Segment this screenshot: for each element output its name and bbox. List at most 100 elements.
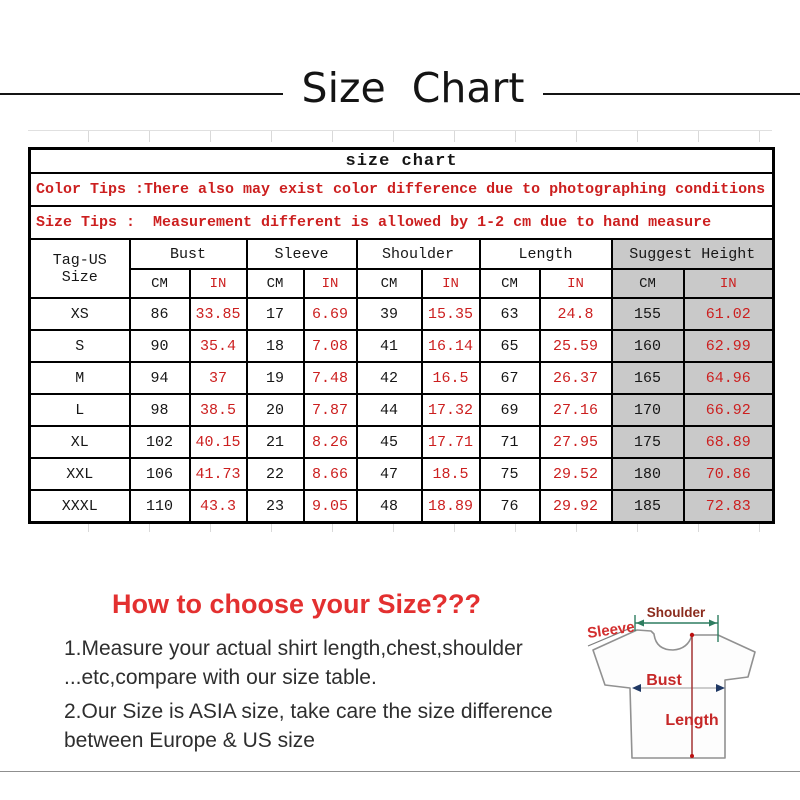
size-chart-table: size chart Color Tips :There also may ex… [28, 147, 776, 524]
group-header-sleeve: Sleeve [245, 238, 358, 270]
cm-value-cell: 76 [478, 489, 541, 524]
tag-size-cell: M [28, 361, 131, 395]
cm-value-cell: 67 [478, 361, 541, 395]
cm-value-cell: 175 [610, 425, 685, 459]
sleeve-measure-line [587, 626, 634, 647]
in-value-cell: 16.14 [420, 329, 481, 363]
cm-value-cell: 106 [128, 457, 191, 491]
cm-value-cell: 42 [355, 361, 423, 395]
size-row: XL 102 40.15 21 8.26 45 17.71 71 27.95 175 68.89 [28, 425, 775, 459]
cm-value-cell: 48 [355, 489, 423, 524]
table-title: size chart [28, 147, 775, 174]
color-tips-row: Color Tips :There also may exist color d… [28, 172, 775, 207]
shoulder-label: Shoulder [647, 605, 706, 620]
in-value-cell: 16.5 [420, 361, 481, 395]
cm-value-cell: 69 [478, 393, 541, 427]
size-row: L 98 38.5 20 7.87 44 17.32 69 27.16 170 66.92 [28, 393, 775, 427]
cm-value-cell: 160 [610, 329, 685, 363]
cm-value-cell: 21 [245, 425, 305, 459]
in-value-cell: 18.5 [420, 457, 481, 491]
cm-value-cell: 185 [610, 489, 685, 524]
guide-line: ...etc,compare with our size table. [64, 666, 377, 689]
size-row: M 94 37 19 7.48 42 16.5 67 26.37 165 64.96 [28, 361, 775, 395]
guide-line: between Europe & US size [64, 729, 315, 752]
in-value-cell: 27.95 [538, 425, 613, 459]
cm-value-cell: 94 [128, 361, 191, 395]
in-value-cell: 35.4 [188, 329, 248, 363]
in-value-cell: 41.73 [188, 457, 248, 491]
cm-value-cell: 75 [478, 457, 541, 491]
cm-value-cell: 86 [128, 297, 191, 331]
column-group-row: Tag-US Size Bust Sleeve Shoulder Length … [28, 238, 775, 299]
guide-text-block: 1.Measure your actual shirt length,chest… [64, 634, 553, 755]
in-value-cell: 27.16 [538, 393, 613, 427]
in-value-cell: 8.66 [302, 457, 358, 491]
unit-cm-header: CM [478, 268, 541, 299]
tag-size-cell: XXL [28, 457, 131, 491]
unit-cm-header: CM [610, 268, 685, 299]
guide-line: 2.Our Size is ASIA size, take care the s… [64, 700, 553, 723]
group-header-shoulder: Shoulder [355, 238, 481, 270]
tshirt-measurement-diagram: Shoulder Sleeve Bust Length [586, 605, 756, 759]
bust-arrow-left [632, 684, 641, 692]
cm-value-cell: 19 [245, 361, 305, 395]
size-table-body: XS 86 33.85 17 6.69 39 15.35 63 24.8 155 61.02 S 90 3… [28, 297, 775, 524]
unit-in-header: IN [302, 268, 358, 299]
shoulder-arrow-right [709, 619, 717, 627]
spreadsheet-grid-bottom [28, 524, 772, 532]
cm-value-cell: 110 [128, 489, 191, 524]
in-value-cell: 7.08 [302, 329, 358, 363]
in-value-cell: 66.92 [682, 393, 775, 427]
tag-size-cell: XS [28, 297, 131, 331]
length-bottom-marker [690, 754, 694, 758]
spreadsheet-grid-top [28, 130, 772, 142]
cm-value-cell: 20 [245, 393, 305, 427]
unit-cm-header: CM [355, 268, 423, 299]
in-value-cell: 68.89 [682, 425, 775, 459]
cm-value-cell: 65 [478, 329, 541, 363]
cm-value-cell: 18 [245, 329, 305, 363]
cm-value-cell: 44 [355, 393, 423, 427]
in-value-cell: 24.8 [538, 297, 613, 331]
cm-value-cell: 63 [478, 297, 541, 331]
cm-value-cell: 155 [610, 297, 685, 331]
size-tips-text: Size Tips : Measurement different is all… [28, 205, 775, 240]
cm-value-cell: 22 [245, 457, 305, 491]
size-row: S 90 35.4 18 7.08 41 16.14 65 25.59 160 62.99 [28, 329, 775, 363]
in-value-cell: 15.35 [420, 297, 481, 331]
units-row: CM IN CM IN CM IN CM IN CM IN [30, 268, 775, 299]
bottom-divider-line [0, 771, 800, 772]
size-row: XS 86 33.85 17 6.69 39 15.35 63 24.8 155 61.02 [28, 297, 775, 331]
tag-size-cell: L [28, 393, 131, 427]
in-value-cell: 70.86 [682, 457, 775, 491]
guide-line: 1.Measure your actual shirt length,chest… [64, 637, 523, 660]
cm-value-cell: 45 [355, 425, 423, 459]
tag-size-cell: XXXL [28, 489, 131, 524]
unit-in-header: IN [538, 268, 613, 299]
cm-value-cell: 41 [355, 329, 423, 363]
cm-value-cell: 90 [128, 329, 191, 363]
in-value-cell: 72.83 [682, 489, 775, 524]
in-value-cell: 29.92 [538, 489, 613, 524]
cm-value-cell: 17 [245, 297, 305, 331]
bust-label: Bust [646, 672, 682, 689]
in-value-cell: 26.37 [538, 361, 613, 395]
in-value-cell: 37 [188, 361, 248, 395]
title-rule-left [0, 93, 283, 95]
bust-arrow-right [716, 684, 725, 692]
cm-value-cell: 98 [128, 393, 191, 427]
shoulder-measure [634, 615, 719, 642]
in-value-cell: 6.69 [302, 297, 358, 331]
in-value-cell: 61.02 [682, 297, 775, 331]
in-value-cell: 18.89 [420, 489, 481, 524]
cm-value-cell: 102 [128, 425, 191, 459]
in-value-cell: 7.87 [302, 393, 358, 427]
length-label: Length [665, 712, 718, 729]
cm-value-cell: 180 [610, 457, 685, 491]
cm-value-cell: 23 [245, 489, 305, 524]
title-rule-right [543, 93, 800, 95]
corner-header: Tag-US Size [28, 238, 131, 299]
in-value-cell: 62.99 [682, 329, 775, 363]
size-row: XXXL 110 43.3 23 9.05 48 18.89 76 29.92 185 72.83 [28, 489, 775, 524]
size-tips-row: Size Tips : Measurement different is all… [28, 205, 775, 240]
